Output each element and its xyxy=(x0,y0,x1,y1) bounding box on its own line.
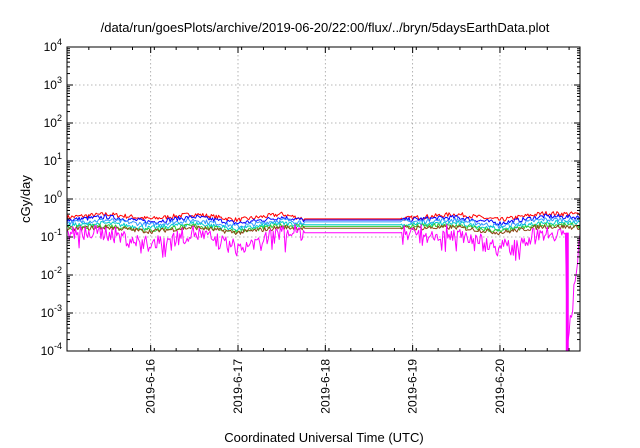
series-line xyxy=(66,213,581,226)
y-tick-label: 10-1 xyxy=(41,227,62,244)
series-line xyxy=(66,211,581,223)
x-axis-label: Coordinated Universal Time (UTC) xyxy=(224,430,423,445)
chart-title: /data/run/goesPlots/archive/2019-06-20/2… xyxy=(101,20,550,35)
series-line xyxy=(66,223,581,343)
y-tick-label: 10-3 xyxy=(41,303,62,320)
y-axis: 10-4 10-3 10-2 10-1 100 101 102 103 104 xyxy=(41,37,580,358)
x-tick-label: 2019-6-18 xyxy=(318,359,332,414)
grid xyxy=(67,47,580,351)
x-tick-label: 2019-6-20 xyxy=(493,359,507,414)
y-tick-label: 10-4 xyxy=(41,341,62,358)
series-line xyxy=(66,217,581,229)
series-line xyxy=(66,220,581,232)
y-tick-label: 100 xyxy=(44,189,62,206)
x-tick-label: 2019-6-16 xyxy=(144,359,158,414)
x-axis: 2019-6-16 2019-6-17 2019-6-18 2019-6-19 2019… xyxy=(66,47,570,414)
plot-series xyxy=(66,211,581,351)
y-tick-label: 104 xyxy=(44,37,62,54)
y-tick-label: 101 xyxy=(44,151,62,168)
y-tick-label: 102 xyxy=(44,113,62,130)
x-tick-label: 2019-6-19 xyxy=(406,359,420,414)
x-tick-label: 2019-6-17 xyxy=(231,359,245,414)
y-tick-label: 103 xyxy=(44,75,62,92)
y-axis-label: cGy/day xyxy=(18,175,33,223)
y-tick-label: 10-2 xyxy=(41,265,62,282)
series-line xyxy=(66,224,581,236)
